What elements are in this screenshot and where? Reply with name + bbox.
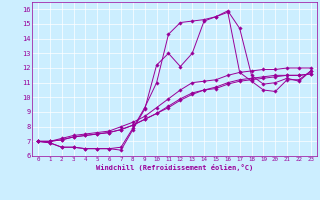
X-axis label: Windchill (Refroidissement éolien,°C): Windchill (Refroidissement éolien,°C) [96, 164, 253, 171]
